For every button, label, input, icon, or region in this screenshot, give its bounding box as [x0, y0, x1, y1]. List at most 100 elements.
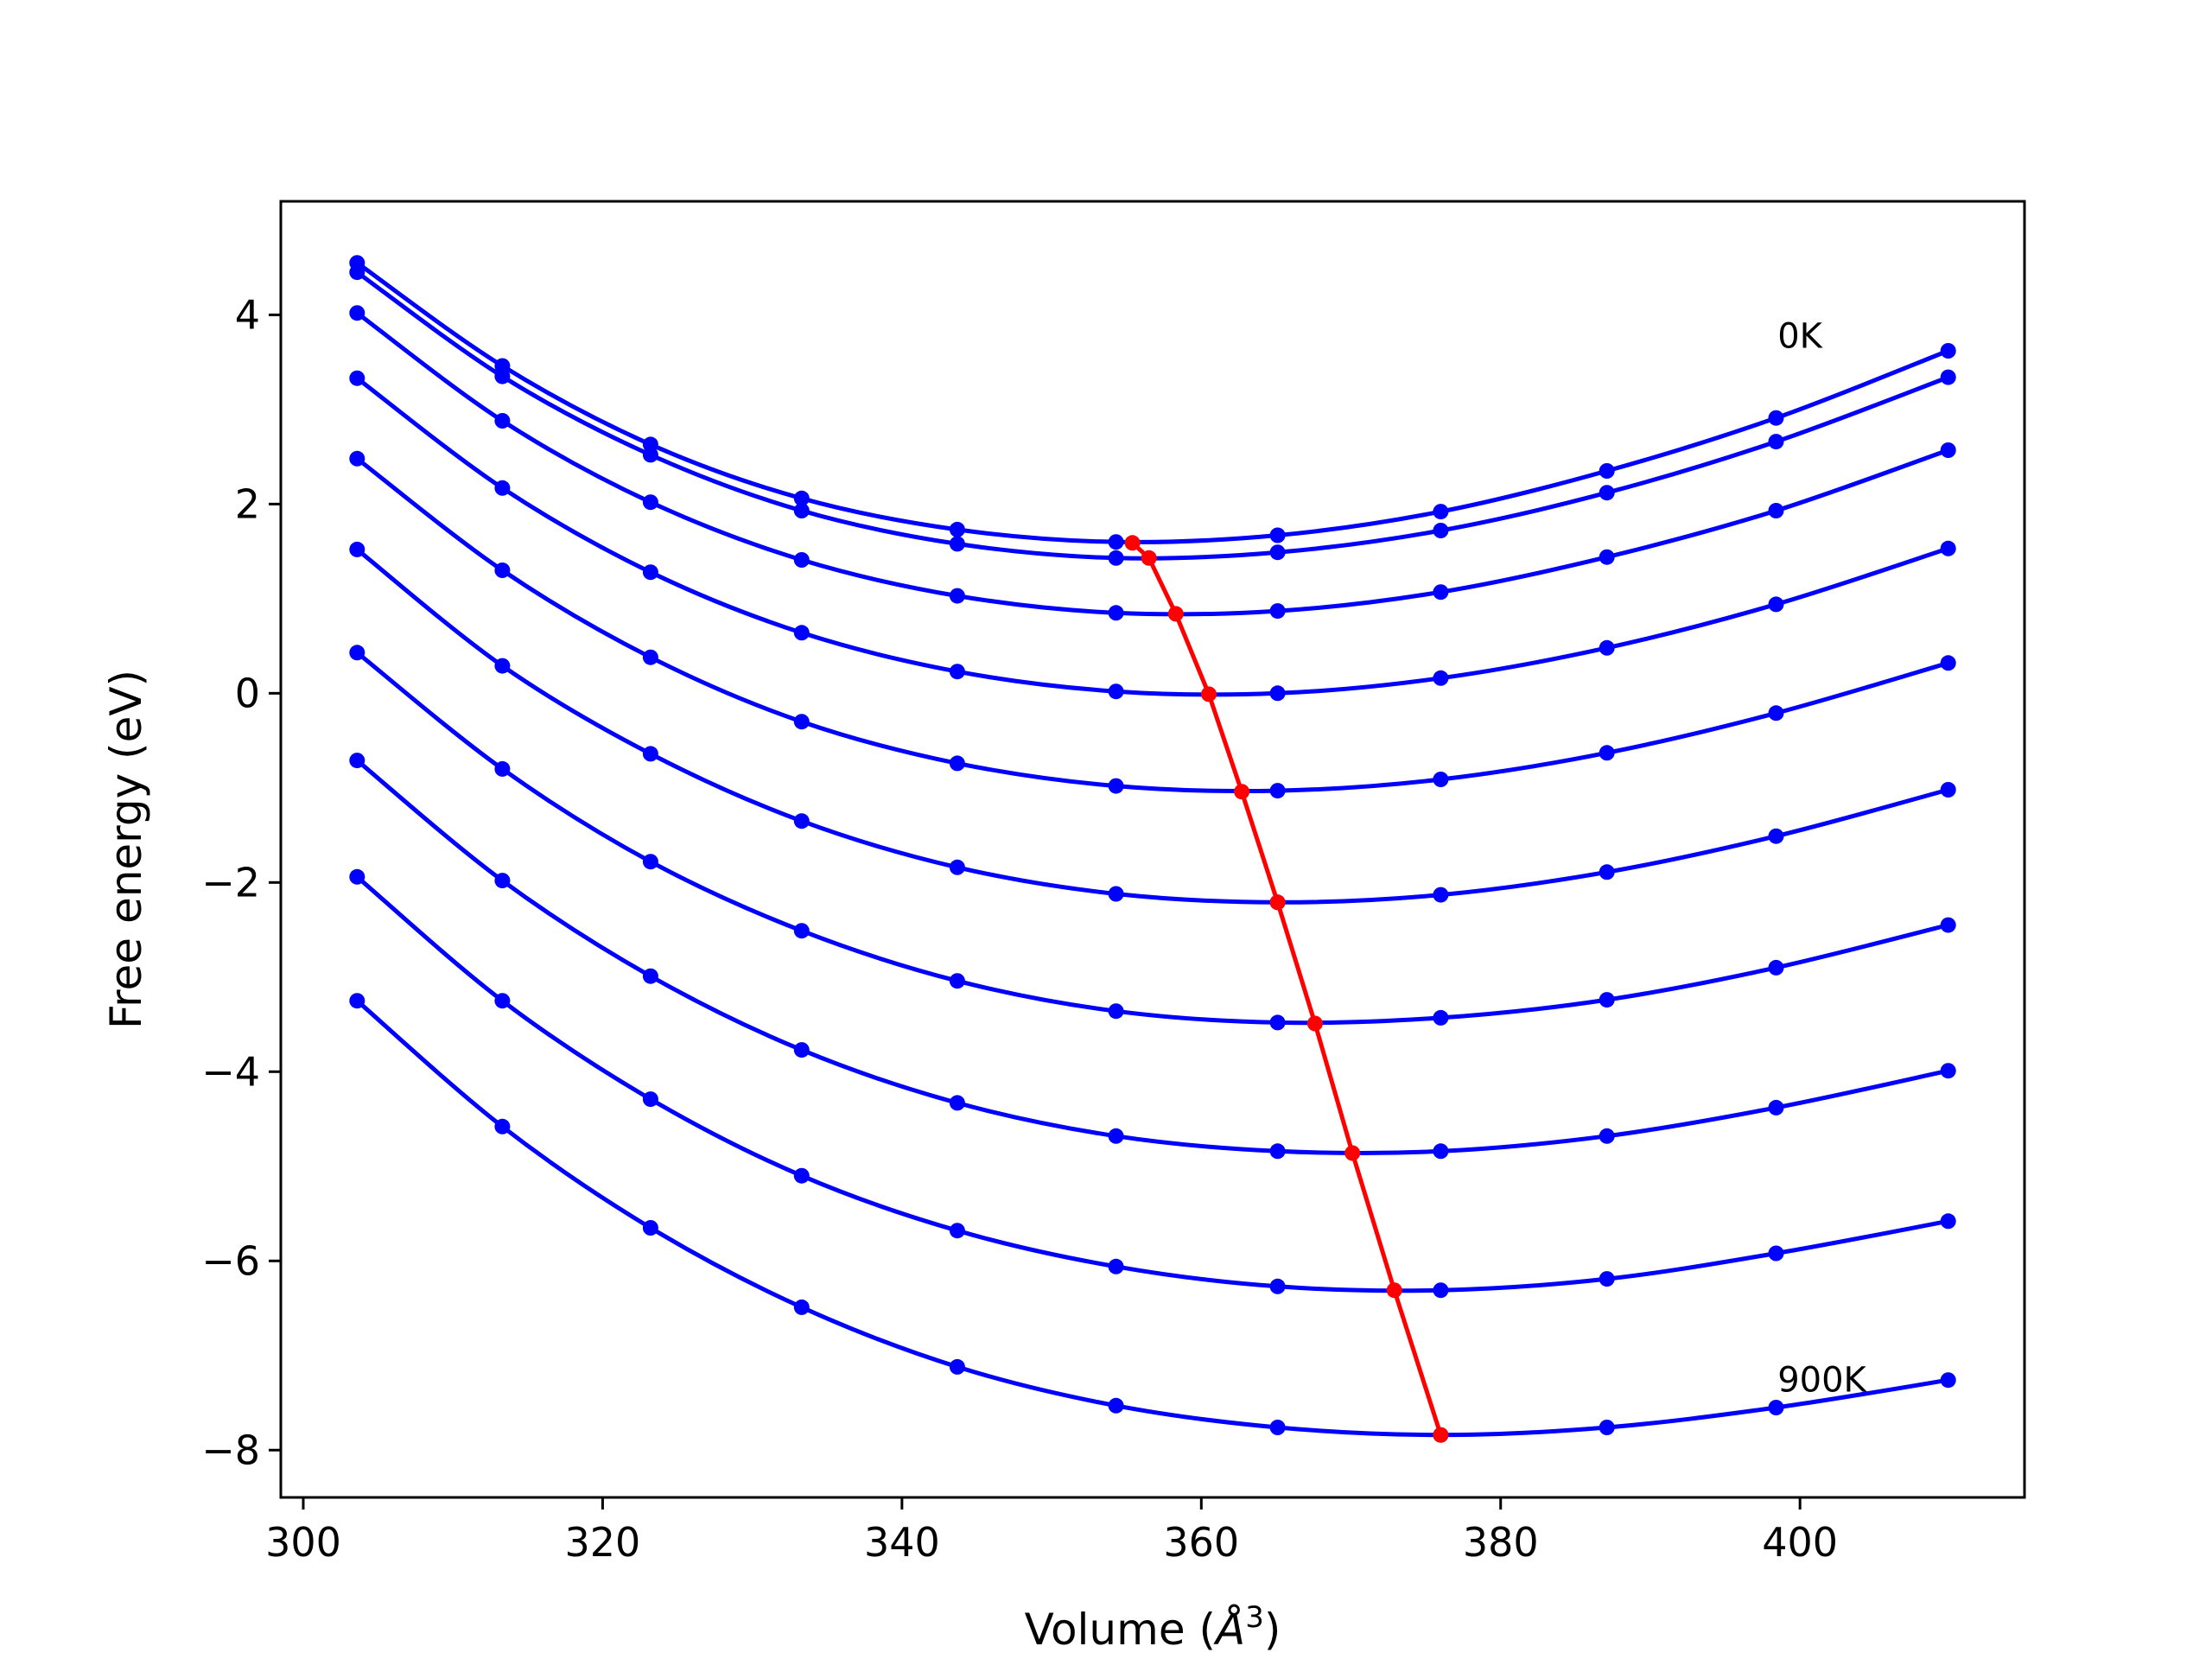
x-tick-label: 320 [565, 1519, 641, 1566]
data-point [1269, 544, 1286, 561]
curves-layer [349, 255, 1956, 1443]
data-point [1599, 463, 1615, 479]
data-point [1599, 1420, 1615, 1435]
series-line-1 [355, 270, 1949, 561]
data-point [1599, 1271, 1615, 1287]
x-tick-label: 300 [265, 1519, 341, 1566]
data-point [1433, 504, 1449, 520]
data-point [949, 588, 965, 604]
y-tick-label: −6 [201, 1237, 260, 1284]
data-point [793, 923, 810, 939]
y-tick-label: −8 [201, 1427, 260, 1473]
data-point [349, 370, 365, 386]
data-point [1768, 1099, 1784, 1116]
series-line-0 [355, 261, 1949, 544]
data-point [642, 1220, 658, 1236]
minimum-point [1306, 1015, 1323, 1032]
data-point [1940, 1063, 1956, 1079]
data-point [494, 563, 511, 578]
y-tick-label: 0 [235, 670, 260, 716]
data-point [494, 760, 511, 777]
data-point [1433, 772, 1449, 787]
data-point [1940, 655, 1956, 671]
data-point [349, 993, 365, 1009]
data-point [949, 536, 965, 552]
data-point [1108, 534, 1124, 550]
data-point [793, 625, 810, 641]
data-point [793, 714, 810, 730]
series-line-5 [355, 547, 1949, 905]
series-line-7 [355, 759, 1949, 1155]
data-point [494, 368, 511, 385]
temperature-annotation: 900K [1777, 1360, 1867, 1400]
minimum-point [1433, 1427, 1449, 1443]
data-point [949, 973, 965, 989]
data-point [1940, 540, 1956, 556]
series-line-8 [355, 874, 1949, 1294]
data-point [1269, 1014, 1286, 1031]
data-point [1599, 639, 1615, 656]
minimum-point [1201, 686, 1217, 702]
data-point [642, 854, 658, 870]
y-axis-ticks: 4 2 0 −2 −4 −6 −8 [201, 291, 281, 1473]
minimum-path-layer [1124, 535, 1449, 1443]
data-point [793, 1042, 810, 1058]
data-point [494, 658, 511, 674]
data-point [949, 859, 965, 875]
data-point [1108, 1003, 1124, 1020]
data-point [1108, 605, 1124, 621]
x-tick-label: 380 [1463, 1519, 1539, 1566]
data-point [1768, 410, 1784, 426]
y-axis-label: Free energy (eV) [101, 670, 151, 1029]
data-point [642, 494, 658, 511]
data-point [1269, 527, 1286, 543]
minimum-point [1167, 606, 1184, 622]
data-point [349, 264, 365, 281]
minimum-point [1141, 550, 1157, 566]
minimum-point [1269, 894, 1286, 911]
data-point [642, 1091, 658, 1108]
y-tick-label: 4 [235, 291, 260, 338]
data-point [1433, 1282, 1449, 1299]
x-tick-label: 360 [1163, 1519, 1239, 1566]
minimum-path-line [1130, 541, 1443, 1436]
data-point [1768, 503, 1784, 518]
data-point [494, 873, 511, 889]
data-point [1269, 603, 1286, 620]
data-point [1768, 828, 1784, 844]
data-point [1108, 1128, 1124, 1144]
data-point [1768, 1245, 1784, 1262]
data-point [1433, 584, 1449, 601]
data-point [1599, 549, 1615, 565]
data-point [642, 564, 658, 581]
data-point [1940, 369, 1956, 385]
data-point [793, 1299, 810, 1315]
x-axis-label-text: Volume ( [1025, 1605, 1216, 1655]
data-point [349, 645, 365, 661]
data-point [1108, 1258, 1124, 1274]
y-tick-label: −4 [201, 1048, 260, 1095]
data-point [1599, 1128, 1615, 1144]
x-axis-label: Volume (Å3) [1025, 1600, 1281, 1655]
data-point [1768, 959, 1784, 976]
minimum-point [1386, 1282, 1402, 1299]
data-point [349, 541, 365, 557]
data-point [1433, 670, 1449, 686]
data-point [1108, 550, 1124, 566]
data-point [949, 1358, 965, 1375]
data-point [949, 755, 965, 772]
data-point [349, 450, 365, 467]
x-axis-label-close: ) [1264, 1605, 1281, 1655]
data-point [1768, 596, 1784, 613]
data-point [1108, 1397, 1124, 1414]
data-point [1433, 1009, 1449, 1026]
series-line-3 [355, 376, 1949, 697]
x-axis-label-symbol: Å [1213, 1605, 1245, 1655]
data-point [1940, 343, 1956, 359]
data-point [349, 305, 365, 321]
data-point [1108, 778, 1124, 794]
x-tick-label: 340 [864, 1519, 940, 1566]
x-tick-label: 400 [1762, 1519, 1838, 1566]
y-tick-label: −2 [201, 859, 260, 906]
data-point [949, 1095, 965, 1111]
